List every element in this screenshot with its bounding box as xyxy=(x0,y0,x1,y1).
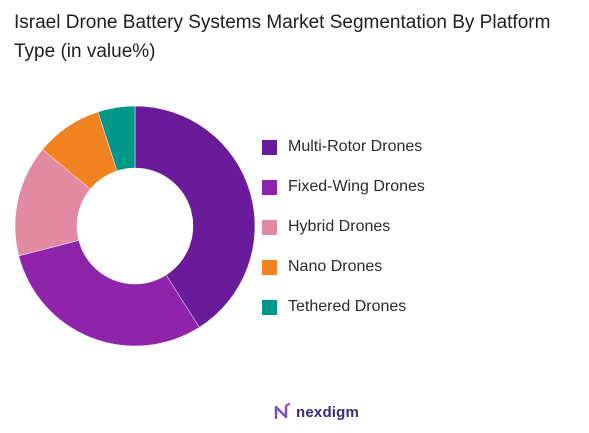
donut-slice-fixed-wing-drones xyxy=(18,240,200,347)
donut-slice-tethered-drones xyxy=(97,105,136,172)
legend-item-nano-drones: Nano Drones xyxy=(262,258,382,276)
donut-slice-multi-rotor-drones xyxy=(134,105,256,328)
legend-label: Nano Drones xyxy=(288,258,383,275)
legend-item-tethered-drones: Tethered Drones xyxy=(262,298,406,316)
legend-item-multi-rotor-drones: Multi-Rotor Drones xyxy=(262,138,422,156)
brand-name: nexdigm xyxy=(296,403,360,421)
legend-swatch xyxy=(262,139,277,155)
brand: nexdigm xyxy=(272,402,359,422)
legend-label: Tethered Drones xyxy=(288,298,407,315)
legend-item-hybrid-drones: Hybrid Drones xyxy=(262,218,390,236)
chart-title: Israel Drone Battery Systems Market Segm… xyxy=(14,12,551,62)
legend-label: Fixed-Wing Drones xyxy=(288,178,425,195)
legend-swatch xyxy=(262,259,277,275)
legend-swatch xyxy=(262,219,277,235)
legend-swatch xyxy=(262,179,277,195)
legend-item-fixed-wing-drones: Fixed-Wing Drones xyxy=(262,178,425,196)
legend-label: Multi-Rotor Drones xyxy=(288,138,423,155)
legend-label: Hybrid Drones xyxy=(288,218,391,235)
donut-chart xyxy=(14,105,256,347)
legend-swatch xyxy=(262,299,277,315)
nexdigm-logo-icon xyxy=(274,402,291,420)
